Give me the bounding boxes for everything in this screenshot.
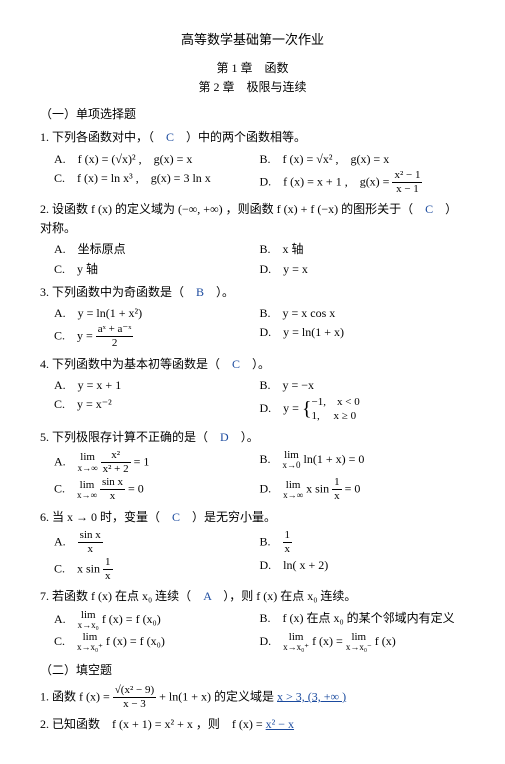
q1: 1. 下列各函数对中，（ C ）中的两个函数相等。	[40, 128, 465, 147]
q6-C: C. x sin 1x	[54, 556, 260, 583]
q7-B: B. f (x) 在点 x₀ 的某个邻域内有定义	[260, 609, 466, 631]
q3-D: D. y = ln(1 + x)	[260, 323, 466, 350]
q5-ans: D	[220, 430, 229, 444]
q4: 4. 下列函数中为基本初等函数是（ C ）。	[40, 355, 465, 374]
q1-D-pre: D. f (x) = x + 1 , g(x) =	[260, 174, 393, 188]
q1-B: B. f (x) = √x² , g(x) = x	[260, 150, 466, 169]
chapter-1: 第 1 章 函数	[40, 59, 465, 78]
q6-ans: C	[172, 510, 180, 524]
chapter-2: 第 2 章 极限与连续	[40, 78, 465, 97]
q5: 5. 下列极限存计算不正确的是（ D ）。	[40, 428, 465, 447]
q2-opts: A. 坐标原点 B. x 轴 C. y 轴 D. y = x	[54, 240, 465, 278]
q7-stem-b: ），则 f (x) 在点 x₀ 连续。	[211, 589, 356, 603]
q3-ans: B	[196, 285, 204, 299]
q3: 3. 下列函数中为奇函数是（ B ）。	[40, 283, 465, 302]
q6-D: D. ln( x + 2)	[260, 556, 466, 583]
q3-A: A. y = ln(1 + x²)	[54, 304, 260, 323]
q7-ans: A	[203, 589, 211, 603]
q1-C: C. f (x) = ln x³ , g(x) = 3 ln x	[54, 169, 260, 196]
s2-q2: 2. 已知函数 f (x + 1) = x² + x ，则 f (x) = x²…	[40, 715, 465, 734]
q4-B: B. y = −x	[260, 376, 466, 395]
q5-C: C. limx→∞ sin xx = 0	[54, 476, 260, 503]
q3-C: C. y = aˣ + a⁻ˣ2	[54, 323, 260, 350]
q4-opts: A. y = x + 1 B. y = −x C. y = x⁻² D. y =…	[54, 376, 465, 424]
q2-ans: C	[425, 202, 433, 216]
q6-opts: A. sin xx B. 1x C. x sin 1x D. ln( x + 2…	[54, 529, 465, 584]
q4-stem-b: ）。	[240, 357, 270, 371]
q6: 6. 当 x → 0 时，变量（ C ）是无穷小量。	[40, 508, 465, 527]
q5-A: A. limx→∞ x²x² + 2 = 1	[54, 449, 260, 476]
q4-D: D. y = {−1, x < 0 1, x ≥ 0	[260, 395, 466, 424]
q4-A: A. y = x + 1	[54, 376, 260, 395]
q2-C: C. y 轴	[54, 260, 260, 279]
q5-opts: A. limx→∞ x²x² + 2 = 1 B. limx→0 ln(1 + …	[54, 449, 465, 504]
q1-D: D. f (x) = x + 1 , g(x) = x² − 1x − 1	[260, 169, 466, 196]
q7-A: A. limx→x₀ f (x) = f (x₀)	[54, 609, 260, 631]
q6-stem-a: 6. 当 x → 0 时，变量（	[40, 510, 172, 524]
q2-A: A. 坐标原点	[54, 240, 260, 259]
title: 高等数学基础第一次作业	[40, 30, 465, 51]
section-2-header: （二）填空题	[40, 661, 465, 680]
section-1-header: （一）单项选择题	[40, 105, 465, 124]
q6-B: B. 1x	[260, 529, 466, 556]
q7: 7. 若函数 f (x) 在点 x₀ 连续（ A ），则 f (x) 在点 x₀…	[40, 587, 465, 606]
q5-stem-a: 5. 下列极限存计算不正确的是（	[40, 430, 220, 444]
s2-q1: 1. 函数 f (x) = √(x² − 9)x − 3 + ln(1 + x)…	[40, 684, 465, 711]
q1-stem-a: 1. 下列各函数对中，（	[40, 130, 166, 144]
q4-ans: C	[232, 357, 240, 371]
q6-A: A. sin xx	[54, 529, 260, 556]
q2-D: D. y = x	[260, 260, 466, 279]
q5-stem-b: ）。	[229, 430, 259, 444]
q7-C: C. limx→x₀⁺ f (x) = f (x₀)	[54, 631, 260, 653]
q3-B: B. y = x cos x	[260, 304, 466, 323]
q7-D: D. limx→x₀⁺ f (x) = limx→x₀⁻ f (x)	[260, 631, 466, 653]
q4-stem-a: 4. 下列函数中为基本初等函数是（	[40, 357, 232, 371]
q5-B: B. limx→0 ln(1 + x) = 0	[260, 449, 466, 476]
s2-q2-ans: x² − x	[266, 717, 294, 731]
s2-q1-ans: x > 3, (3, +∞ )	[277, 689, 346, 703]
q6-stem-b: ）是无穷小量。	[180, 510, 276, 524]
q1-ans: C	[166, 130, 174, 144]
q1-A: A. f (x) = (√x)² , g(x) = x	[54, 150, 260, 169]
q3-opts: A. y = ln(1 + x²) B. y = x cos x C. y = …	[54, 304, 465, 351]
q2-stem-a: 2. 设函数 f (x) 的定义域为 (−∞, +∞) ，则函数 f (x) +…	[40, 202, 425, 216]
q5-D: D. limx→∞ x sin 1x = 0	[260, 476, 466, 503]
q7-opts: A. limx→x₀ f (x) = f (x₀) B. f (x) 在点 x₀…	[54, 609, 465, 653]
q1-stem-b: ）中的两个函数相等。	[174, 130, 306, 144]
q4-C: C. y = x⁻²	[54, 395, 260, 424]
q3-stem-b: ）。	[204, 285, 234, 299]
q2-stem-b: ）	[433, 202, 457, 216]
q1-opts: A. f (x) = (√x)² , g(x) = x B. f (x) = √…	[54, 150, 465, 197]
q2-sym: 对称。	[40, 219, 465, 238]
q2-B: B. x 轴	[260, 240, 466, 259]
q2: 2. 设函数 f (x) 的定义域为 (−∞, +∞) ，则函数 f (x) +…	[40, 200, 465, 219]
q3-stem-a: 3. 下列函数中为奇函数是（	[40, 285, 196, 299]
q7-stem-a: 7. 若函数 f (x) 在点 x₀ 连续（	[40, 589, 203, 603]
